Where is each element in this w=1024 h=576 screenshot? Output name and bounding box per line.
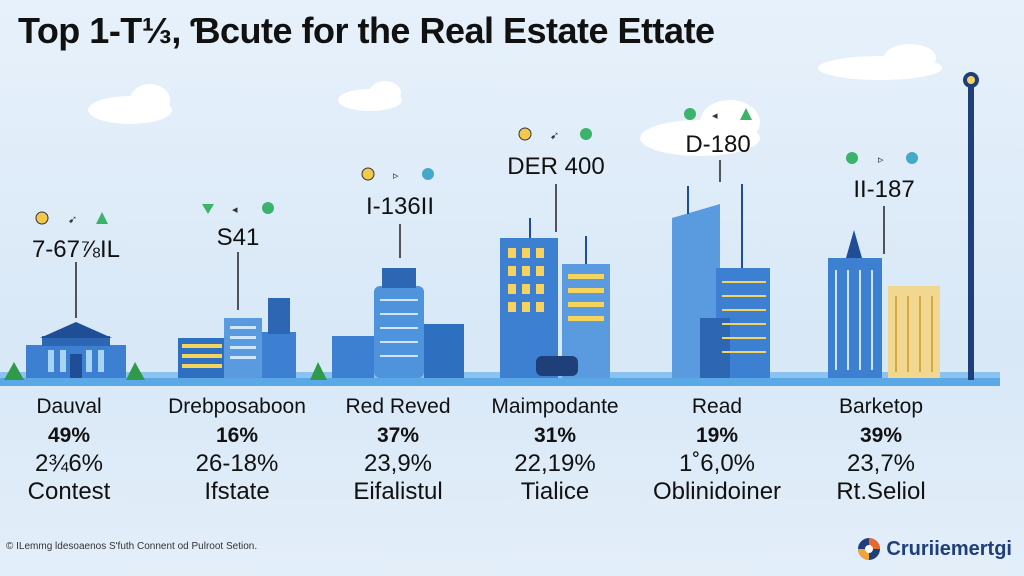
column-heading: Read xyxy=(691,395,743,418)
column-heading: Red Reved xyxy=(345,395,451,418)
column-footer: Tialice xyxy=(520,478,590,505)
column-percent: 31% xyxy=(533,424,577,447)
column-subvalue: 2¾6% xyxy=(34,450,104,477)
building-3 xyxy=(332,268,464,378)
column-subvalue: 26-18% xyxy=(195,450,279,477)
page-title: Top 1-T⅓, Ɓcute for the Real Estate Etta… xyxy=(18,10,715,51)
svg-text:➹: ➹ xyxy=(68,214,77,226)
brand-logo-icon xyxy=(858,538,881,560)
column-footer: Contest xyxy=(27,478,111,505)
column-percent: 37% xyxy=(376,424,420,447)
building-5 xyxy=(672,184,770,378)
car-icon xyxy=(536,356,578,376)
value-label: D-180 xyxy=(685,131,751,158)
column-footer: Oblinidoiner xyxy=(652,478,782,505)
brand: Cruriiemertgi xyxy=(856,536,1012,562)
svg-text:◂: ◂ xyxy=(232,204,238,216)
stat-column: Drebposaboon 16% 26-18% Ifstate xyxy=(152,394,322,506)
footnote: © ILemmg ldesoaenos S'futh Connent od Pu… xyxy=(6,541,258,552)
cloud-icon xyxy=(88,44,942,156)
value-label: S41 xyxy=(216,224,260,251)
svg-text:▹: ▹ xyxy=(393,170,399,182)
column-percent: 39% xyxy=(859,424,903,447)
brand-name: Cruriiemertgi xyxy=(886,537,1012,560)
building-4 xyxy=(500,218,610,378)
column-percent: 49% xyxy=(47,424,91,447)
column-percent: 19% xyxy=(695,424,739,447)
stat-column: Maimpodante 31% 22,19% Tialice xyxy=(470,394,640,506)
column-heading: Maimpodante xyxy=(491,395,619,418)
column-percent: 16% xyxy=(215,424,259,447)
value-label: DER 400 xyxy=(507,153,605,180)
building-2 xyxy=(178,298,296,378)
column-heading: Barketop xyxy=(838,395,924,418)
column-footer: Ifstate xyxy=(204,478,270,505)
column-heading: Drebposaboon xyxy=(168,395,306,418)
column-footer: Rt.Seliol xyxy=(836,478,926,505)
svg-text:◂: ◂ xyxy=(712,110,718,122)
stat-column: Dauval 49% 2¾6% Contest xyxy=(0,394,154,506)
column-heading: Dauval xyxy=(36,395,102,418)
indicator-icons: ➹ ◂ ▹ ➹ ◂ ▹ xyxy=(35,108,918,226)
value-label: I-136II xyxy=(365,193,435,220)
value-label: II-187 xyxy=(853,176,915,203)
svg-text:➹: ➹ xyxy=(550,130,559,142)
street-lamp-icon xyxy=(963,72,979,380)
column-footer: Eifalistul xyxy=(353,478,443,505)
value-label: 7-67⅞IL xyxy=(31,236,121,263)
city-skyline-illustration: ➹ ◂ ▹ ➹ ◂ ▹ xyxy=(0,44,1000,386)
tree-icon xyxy=(4,362,327,380)
column-subvalue: 1˚6,0% xyxy=(678,450,756,477)
building-6 xyxy=(828,230,940,378)
stat-column: Red Reved 37% 23,9% Eifalistul xyxy=(313,394,483,506)
stat-column: Read 19% 1˚6,0% Oblinidoiner xyxy=(632,394,802,506)
column-subvalue: 23,7% xyxy=(846,450,916,477)
svg-text:▹: ▹ xyxy=(878,154,884,166)
stat-column: Barketop 39% 23,7% Rt.Seliol xyxy=(796,394,966,506)
column-subvalue: 22,19% xyxy=(514,450,596,477)
building-1 xyxy=(26,322,126,378)
column-subvalue: 23,9% xyxy=(363,450,433,477)
